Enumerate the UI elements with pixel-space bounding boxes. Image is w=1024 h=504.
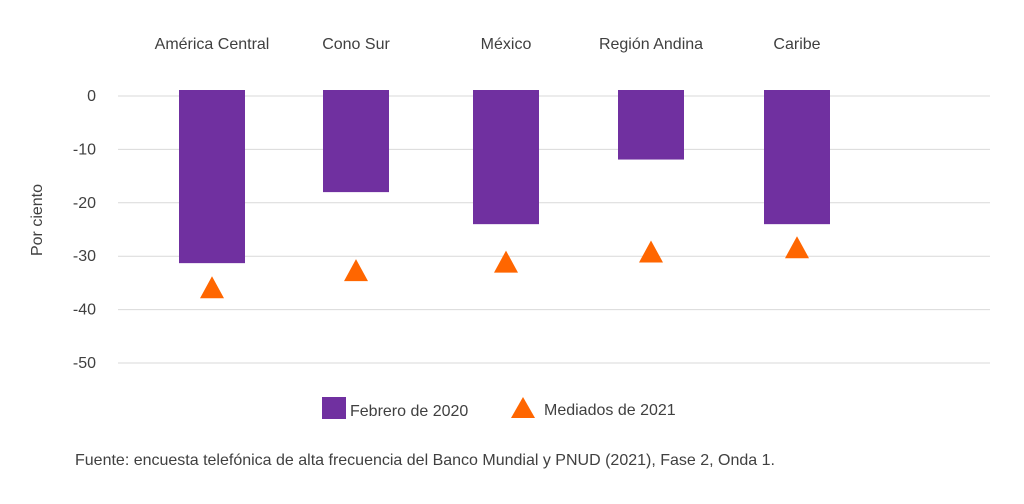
legend-bar-swatch [322,397,346,419]
source-note: Fuente: encuesta telefónica de alta frec… [75,452,775,469]
y-tick-label: -20 [73,195,96,212]
y-axis-label: Por ciento [29,184,46,256]
y-tick-label: 0 [87,88,96,105]
y-tick-label: -30 [73,248,96,265]
marker [785,236,809,259]
bar [323,90,389,193]
bar-series [179,90,830,264]
y-tick-label: -40 [73,302,96,319]
category-label: México [481,36,532,53]
legend: Febrero de 2020 Mediados de 2021 [322,397,676,420]
bar [179,90,245,264]
category-label: Cono Sur [322,36,390,53]
marker-series [200,236,809,299]
gridlines [118,95,990,364]
bar [764,90,830,225]
marker [639,240,663,263]
y-tick-label: -10 [73,141,96,158]
y-tick-label: -50 [73,355,96,372]
marker [494,250,518,273]
legend-marker-label: Mediados de 2021 [544,402,676,419]
bar [473,90,539,225]
legend-bar-label: Febrero de 2020 [350,403,468,420]
category-label: Región Andina [599,36,703,53]
legend-marker-swatch [511,397,535,418]
bar [618,90,684,160]
y-axis-ticks: 0 -10 -20 -30 -40 -50 [73,88,96,372]
marker [200,276,224,299]
category-label: América Central [155,36,270,53]
category-labels: América Central Cono Sur México Región Andi… [155,36,821,53]
marker [344,259,368,282]
chart: 0 -10 -20 -30 -40 -50 Por ciento América Cent… [29,36,990,420]
category-label: Caribe [773,36,820,53]
